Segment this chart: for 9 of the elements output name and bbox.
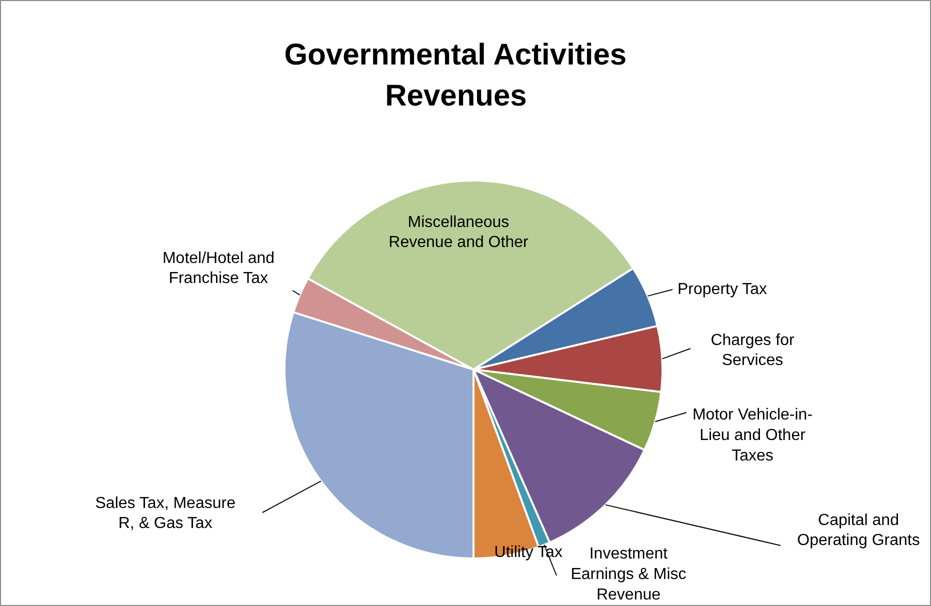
chart-title: Governmental Activities Revenues <box>284 38 627 113</box>
slice-label: Capital and Operating Grants <box>797 512 920 550</box>
slice-label: Charges for Services <box>710 332 795 370</box>
slice-label: Sales Tax, Measure R, & Gas Tax <box>95 494 236 532</box>
slice-label: Investment Earnings & Misc Revenue <box>570 546 686 604</box>
slice-label: Miscellaneous Revenue and Other <box>388 214 529 252</box>
slice-label: Property Tax <box>678 281 768 298</box>
slice-label: Motel/Hotel and Franchise Tax <box>162 250 275 288</box>
slice-label: Motor Vehicle-in-Lieu and Other Taxes <box>692 406 813 464</box>
